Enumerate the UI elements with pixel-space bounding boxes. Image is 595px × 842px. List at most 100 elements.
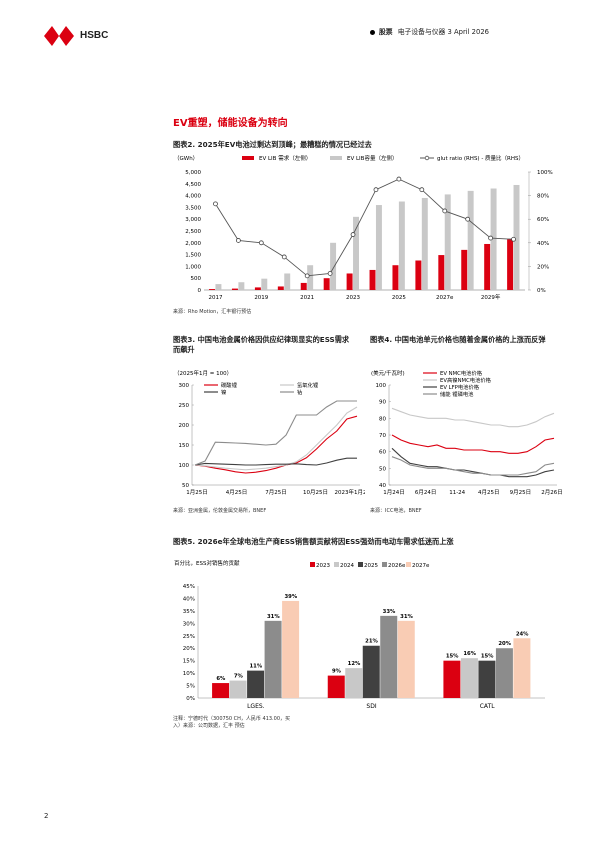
fig2-bar-capacity bbox=[421, 197, 428, 290]
header-subtitle: 电子设备与仪器 3 April 2026 bbox=[397, 28, 489, 36]
fig5-y-tick: 10% bbox=[183, 671, 195, 677]
fig2-line-marker bbox=[465, 216, 471, 222]
fig3-source: 来源：亚洲金属，伦敦金属交易所，BNEF bbox=[173, 508, 267, 514]
fig4-y-tick: 50 bbox=[379, 466, 386, 472]
fig3-x-tick: 10月25日 bbox=[303, 489, 328, 496]
fig2-bar-capacity bbox=[490, 188, 497, 290]
fig2-bar-demand bbox=[507, 239, 514, 290]
header-category: 股票 bbox=[379, 28, 393, 36]
fig3-legend-label: 钴 bbox=[297, 388, 303, 396]
fig5-bar bbox=[282, 600, 300, 698]
fig2-line-marker bbox=[373, 187, 379, 193]
fig2-y2-tick: 20% bbox=[537, 264, 549, 270]
fig3-y-tick: 200 bbox=[179, 423, 190, 429]
fig2-bar-demand bbox=[231, 288, 238, 290]
fig2-x-tick: 2017 bbox=[208, 295, 222, 301]
fig5-bar bbox=[362, 645, 380, 698]
fig2-line-marker bbox=[511, 236, 516, 242]
fig3-legend-label: 镍 bbox=[221, 388, 227, 396]
fig5-data-label: 31% bbox=[400, 614, 413, 620]
fig2-y2-tick: 0% bbox=[537, 288, 546, 294]
fig2-legend-label: glut ratio (RHS) - 质量比（RHS） bbox=[437, 154, 524, 162]
section-title: EV重塑，储能设备为转向 bbox=[173, 118, 288, 129]
fig2-bar-demand bbox=[369, 269, 376, 290]
fig3-x-tick: 4月25日 bbox=[226, 489, 248, 496]
fig5-data-label: 33% bbox=[383, 609, 396, 615]
hsbc-hexagon-icon bbox=[44, 26, 74, 46]
hsbc-logo bbox=[44, 26, 74, 46]
fig2-bar-demand bbox=[300, 282, 307, 290]
fig3-x-tick: 2023年1月26日 bbox=[335, 488, 366, 496]
fig5-data-label: 20% bbox=[498, 641, 511, 647]
fig2-y2-tick: 40% bbox=[537, 241, 549, 247]
fig5-bar bbox=[443, 660, 461, 698]
fig2-y-tick: 1,000 bbox=[185, 264, 201, 270]
fig5-y-tick: 15% bbox=[183, 659, 195, 665]
fig2-line-marker bbox=[281, 254, 287, 260]
fig2-y-tick: 3,000 bbox=[185, 217, 201, 223]
fig2-bar-capacity bbox=[284, 273, 291, 290]
fig2-bar-demand bbox=[346, 273, 353, 290]
fig2-line-marker bbox=[396, 176, 402, 182]
fig5-data-label: 11% bbox=[249, 664, 262, 670]
fig3-line-2 bbox=[194, 457, 357, 466]
fig3-y-tick: 250 bbox=[179, 403, 190, 409]
fig2-y-tick: 0 bbox=[198, 288, 202, 294]
fig5-legend-label: 2027e bbox=[412, 563, 430, 569]
fig3-y-tick: 100 bbox=[179, 463, 190, 469]
fig5-legend-swatch bbox=[310, 562, 315, 567]
fig5-bar bbox=[397, 620, 415, 698]
brand-name: HSBC bbox=[80, 30, 109, 41]
fig5-x-tick: LGES. bbox=[247, 703, 265, 710]
fig3-chart: （2025年1月 = 100） 50 100 150 200 250 300 1月25日 4月2… bbox=[174, 369, 366, 496]
fig5-y-tick: 25% bbox=[183, 634, 195, 640]
fig3-y-tick: 50 bbox=[182, 483, 189, 489]
fig4-y-tick: 100 bbox=[376, 383, 387, 389]
fig2-y-tick: 500 bbox=[191, 276, 202, 282]
fig2-x-tick: 2023 bbox=[346, 295, 360, 301]
fig5-bar bbox=[460, 658, 478, 698]
fig5-legend-swatch bbox=[406, 562, 411, 567]
fig2-bar-demand bbox=[277, 286, 284, 290]
fig4-x-tick: 11-24 bbox=[449, 490, 465, 496]
fig5-bar bbox=[212, 683, 230, 698]
fig2-y2-tick: 80% bbox=[537, 194, 549, 200]
fig2-line-marker bbox=[442, 208, 448, 214]
fig5-bar bbox=[229, 680, 247, 698]
fig3-x-tick: 7月25日 bbox=[265, 489, 287, 496]
fig2-bar-capacity bbox=[307, 265, 314, 290]
fig2-bar-capacity bbox=[467, 190, 474, 290]
fig4-line-3 bbox=[391, 456, 555, 476]
fig3-line-1 bbox=[194, 406, 358, 471]
fig2-legend-marker bbox=[424, 155, 430, 161]
fig2-x-tick: 2029年 bbox=[481, 293, 501, 301]
fig2-bar-capacity bbox=[398, 201, 405, 290]
fig5-y-tick: 5% bbox=[186, 684, 195, 690]
fig5-legend-swatch bbox=[358, 562, 363, 567]
fig2-bar-capacity bbox=[375, 205, 382, 290]
fig2-y2-tick: 60% bbox=[537, 217, 549, 223]
fig5-legend-label: 2026e bbox=[388, 563, 406, 569]
fig2-source: 来源：Rho Motion，汇丰银行预估 bbox=[173, 309, 252, 315]
fig2-bar-demand bbox=[438, 255, 445, 290]
fig2-legend-swatch bbox=[330, 156, 342, 160]
fig5-data-label: 7% bbox=[234, 674, 244, 680]
fig5-data-label: 39% bbox=[284, 594, 297, 600]
fig2-bar-demand bbox=[484, 243, 491, 290]
fig4-y-tick: 80 bbox=[379, 416, 386, 422]
fig2-bar-demand bbox=[461, 249, 468, 290]
fig5-legend-label: 2023 bbox=[316, 563, 330, 569]
fig4-legend-label: EV高镍NMC电池价格 bbox=[440, 376, 492, 384]
fig2-y2-tick: 100% bbox=[537, 170, 553, 176]
fig5-bar bbox=[513, 638, 531, 698]
fig5-y-tick: 0% bbox=[186, 696, 195, 702]
fig5-x-tick: CATL bbox=[480, 703, 495, 710]
fig2-y-tick: 2,000 bbox=[185, 241, 201, 247]
fig4-legend-label: EV LFP电池价格 bbox=[440, 383, 480, 391]
fig5-legend-label: 2025 bbox=[364, 563, 378, 569]
fig5-data-label: 16% bbox=[463, 651, 476, 657]
fig2-line-marker bbox=[488, 235, 494, 241]
fig5-y-tick: 30% bbox=[183, 621, 195, 627]
fig5-chart: 百分比，ESS对销售的贡献 2023 2024 2025 2026e 2027e 0% 5% 1… bbox=[174, 559, 545, 710]
page-number: 2 bbox=[44, 812, 49, 820]
